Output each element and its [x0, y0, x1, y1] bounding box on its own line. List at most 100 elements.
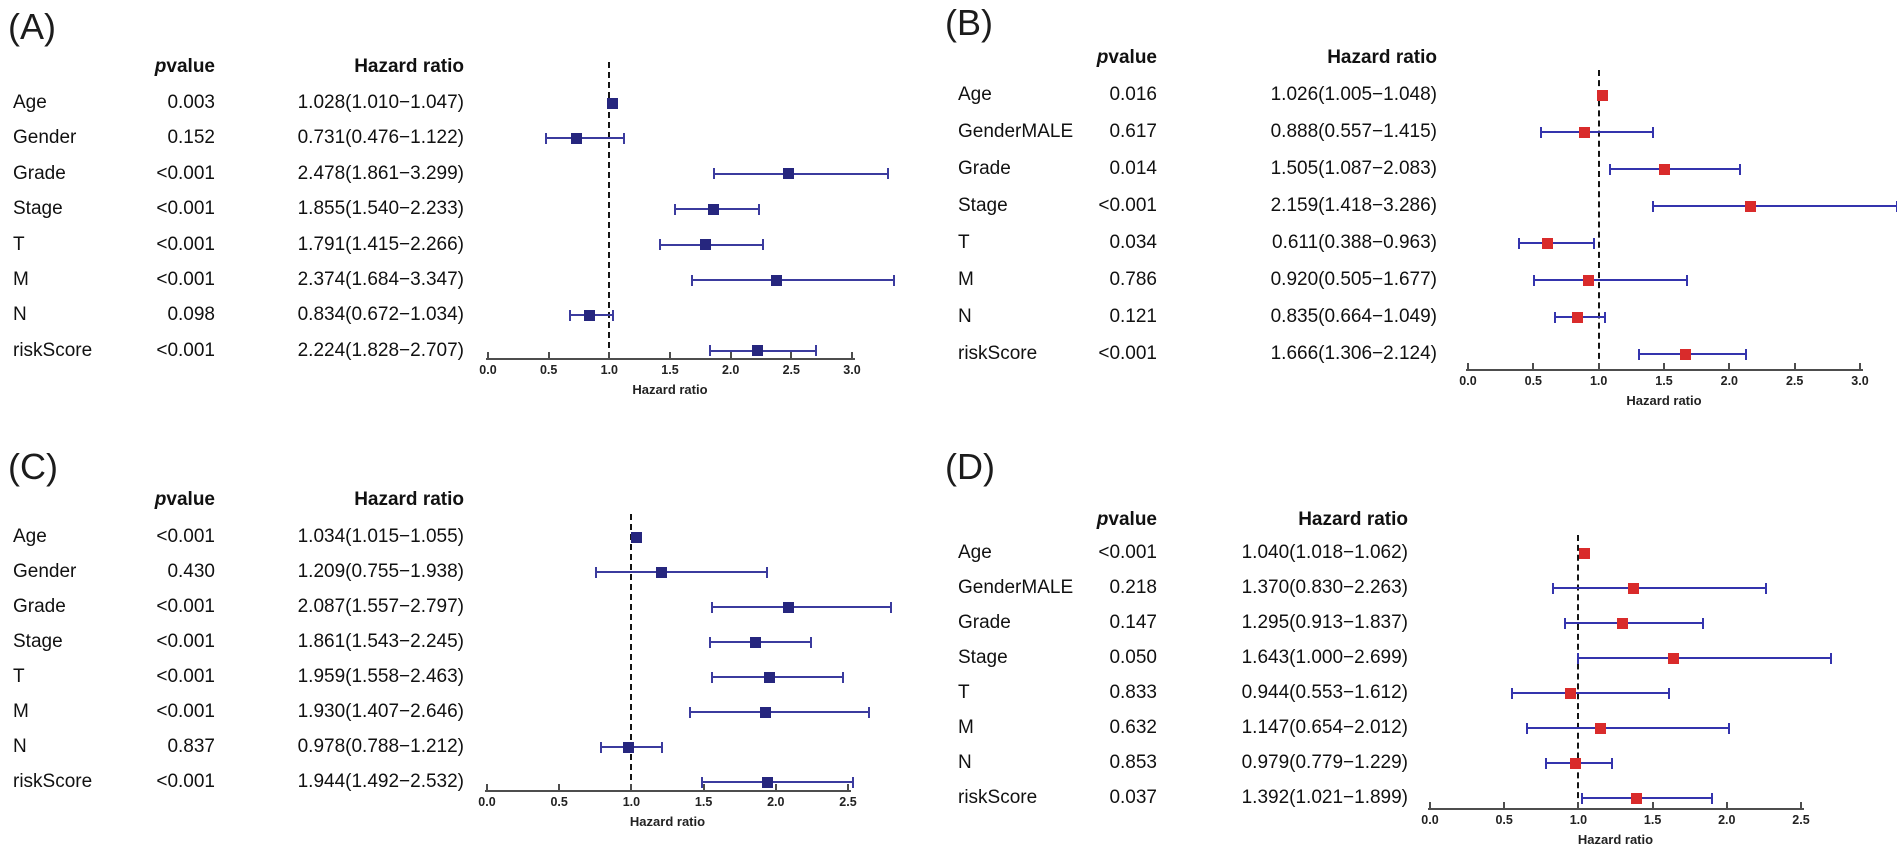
ci-cap-right [1668, 687, 1671, 699]
row-pvalue: 0.218 [1109, 577, 1157, 598]
axis-tick [1728, 363, 1731, 369]
row-pvalue: 0.121 [1109, 306, 1157, 327]
row-pvalue: 0.014 [1109, 158, 1157, 179]
row-hr-text: 1.209(0.755−1.938) [297, 561, 464, 582]
row-pvalue: 0.098 [167, 304, 215, 326]
reference-line [608, 62, 611, 358]
row-name: T [13, 233, 25, 255]
axis-tick-label: 0.0 [478, 795, 496, 809]
ci-cap-left [710, 601, 713, 613]
axis-tick-label: 1.0 [622, 795, 641, 809]
reference-line [630, 514, 633, 790]
row-pvalue: <0.001 [1098, 195, 1157, 216]
row-pvalue: <0.001 [156, 162, 215, 184]
row-name: Age [13, 526, 47, 547]
ci-cap-right [887, 168, 890, 180]
ci-line [1533, 279, 1688, 281]
row-pvalue: 0.147 [1109, 612, 1157, 633]
hr-marker [1631, 792, 1643, 804]
hr-marker [760, 706, 772, 718]
row-hr-text: 1.791(1.415−2.266) [297, 233, 464, 255]
ci-cap-right [1604, 311, 1607, 323]
axis-tick-label: 3.0 [843, 363, 861, 377]
axis-tick-label: 3.0 [1851, 374, 1869, 388]
row-pvalue: <0.001 [156, 596, 215, 617]
ci-cap-right [1651, 126, 1654, 138]
hr-marker [583, 309, 595, 321]
row-pvalue: 0.430 [167, 561, 215, 582]
axis-tick-label: 0.0 [1459, 374, 1477, 388]
row-hr-text: 1.147(0.654−2.012) [1241, 717, 1408, 738]
axis-tick [774, 784, 777, 790]
axis-tick-label: 2.0 [721, 363, 740, 377]
hr-marker [1627, 582, 1639, 594]
axis-title: Hazard ratio [632, 382, 708, 397]
axis-tick-label: 0.5 [1495, 813, 1513, 827]
row-pvalue: <0.001 [156, 771, 215, 792]
hr-marker [770, 274, 782, 286]
hr-marker [1594, 722, 1606, 734]
row-pvalue: 0.837 [167, 736, 215, 757]
ci-cap-right [1764, 582, 1767, 594]
row-hr-text: 0.834(0.672−1.034) [297, 304, 464, 326]
axis-tick [1467, 363, 1469, 369]
ci-cap-right [1739, 163, 1742, 175]
panel-label: (B) [945, 2, 993, 43]
ci-line [596, 571, 767, 573]
row-name: Grade [13, 596, 66, 617]
axis-tick-label: 2.0 [1720, 374, 1739, 388]
ci-line [1565, 622, 1703, 624]
row-hr-text: 0.888(0.557−1.415) [1270, 121, 1437, 142]
axis-tick [668, 352, 671, 358]
row-hr-text: 1.944(1.492−2.532) [297, 771, 464, 792]
row-name: Stage [958, 195, 1008, 216]
row-pvalue: 0.632 [1109, 717, 1157, 738]
ci-cap-left [689, 706, 692, 718]
ci-cap-left [708, 636, 711, 648]
row-name: T [13, 666, 25, 687]
ci-cap-left [673, 203, 676, 215]
hr-marker [699, 239, 711, 251]
row-name: N [958, 306, 972, 327]
ci-cap-right [1727, 722, 1730, 734]
axis-tick-label: 1.0 [600, 363, 619, 377]
hr-marker [1569, 757, 1581, 769]
row-name: Gender [13, 561, 77, 582]
axis-tick [1800, 802, 1802, 808]
ci-cap-right [868, 706, 871, 718]
axis-line [486, 358, 855, 360]
ci-cap-left [1580, 792, 1583, 804]
hr-marker [1668, 652, 1680, 664]
row-name: Stage [13, 631, 63, 652]
ci-cap-right [1744, 348, 1747, 360]
axis-title: Hazard ratio [1626, 393, 1702, 408]
hr-marker [750, 636, 762, 648]
row-hr-text: 0.979(0.779−1.229) [1241, 752, 1408, 773]
ci-cap-left [1539, 126, 1542, 138]
hr-marker [762, 776, 774, 788]
ci-line [690, 711, 870, 713]
ci-cap-right [1829, 652, 1832, 664]
hr-marker [630, 531, 642, 543]
pvalue-header: pvalue [154, 489, 215, 510]
ci-line [1578, 657, 1831, 659]
axis-line [1466, 369, 1863, 371]
row-pvalue: 0.037 [1109, 787, 1157, 808]
axis-tick [547, 352, 550, 358]
hr-marker [1571, 311, 1583, 323]
ci-cap-left [712, 168, 715, 180]
ci-cap-right [661, 741, 663, 753]
ci-cap-right [851, 776, 854, 788]
row-hr-text: 1.295(0.913−1.837) [1241, 612, 1408, 633]
ci-cap-right [810, 636, 813, 648]
row-pvalue: 0.833 [1109, 682, 1157, 703]
axis-tick-label: 1.5 [694, 795, 713, 809]
hr-marker [782, 601, 794, 613]
hr-marker [1744, 200, 1756, 212]
row-name: GenderMALE [958, 577, 1074, 598]
row-pvalue: 0.152 [167, 127, 215, 149]
ci-cap-left [1564, 617, 1567, 629]
ci-cap-left [1517, 237, 1520, 249]
